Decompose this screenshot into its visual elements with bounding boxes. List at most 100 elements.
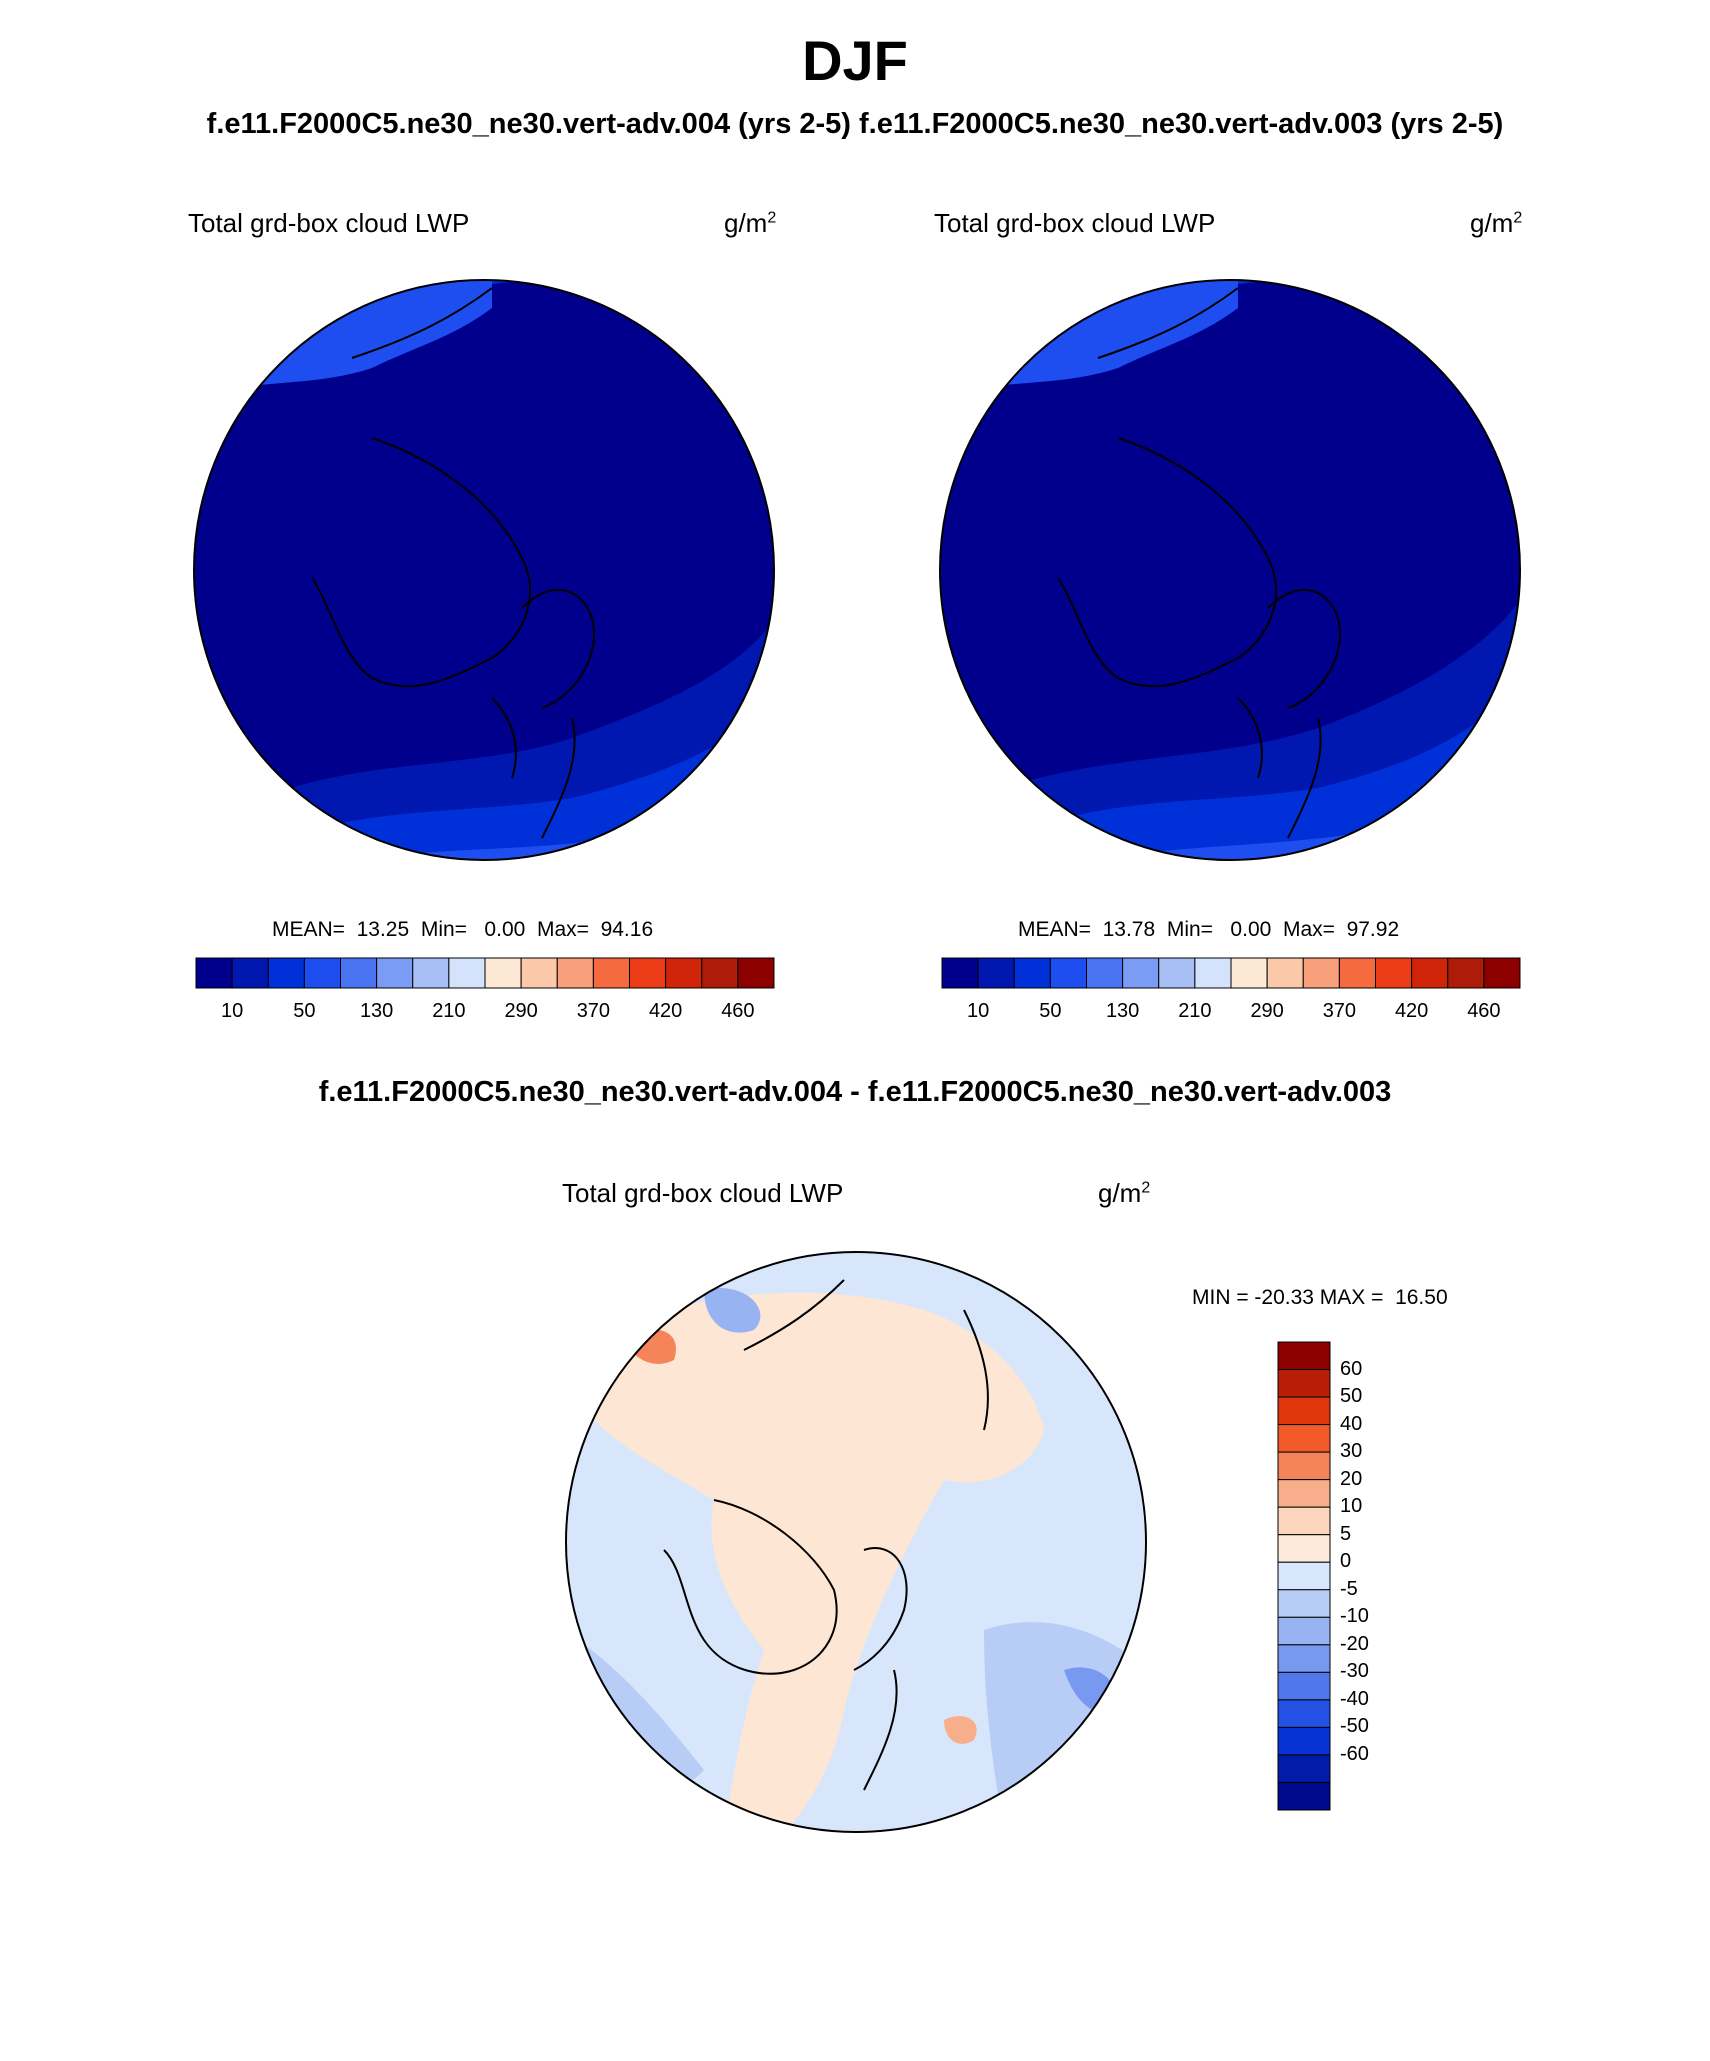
diff-colorbar-tick-label: -50 [1340, 1715, 1369, 1738]
colorbar-tick-label: 10 [967, 1000, 990, 1022]
colorbar-box [737, 957, 775, 989]
diff-negative-patch-north [704, 1288, 761, 1333]
diff-colorbar-tick-label: 20 [1340, 1467, 1363, 1490]
diff-colorbar [1277, 1341, 1331, 1811]
diff-unit-exponent: 2 [1141, 1179, 1151, 1197]
diff-colorbar-box [1277, 1781, 1331, 1811]
panel1-colorbar-ticks: 10 50 130 210 290 370 420 460 [196, 1000, 774, 1026]
diff-colorbar-box [1277, 1341, 1331, 1371]
colorbar-box [1122, 957, 1160, 989]
diff-colorbar-tick-label: 5 [1340, 1522, 1352, 1545]
colorbar-tick-label: 420 [1394, 1000, 1429, 1022]
panel2-colorbar [941, 957, 1521, 989]
panel1-unit-base: g/m [724, 208, 768, 238]
colorbar-box [448, 957, 486, 989]
colorbar-box [1266, 957, 1304, 989]
diff-colorbar-tick-label: -30 [1340, 1660, 1369, 1683]
panel2-map-border [939, 279, 1521, 861]
diff-colorbar-tick-label: 0 [1340, 1550, 1352, 1573]
diff-colorbar-box [1277, 1479, 1331, 1508]
colorbar-box [1158, 957, 1196, 989]
colorbar-box [1302, 957, 1340, 989]
colorbar-box [376, 957, 414, 989]
colorbar-box [340, 957, 378, 989]
panel1-polar-map [193, 279, 775, 861]
panel1-map-border [193, 279, 775, 861]
colorbar-tick-label: 370 [576, 1000, 611, 1022]
panel2-unit-base: g/m [1470, 208, 1514, 238]
diff-colorbar-tick-label: 40 [1340, 1412, 1363, 1435]
panel1-unit-label: g/m2 [724, 208, 776, 239]
diff-colorbar-box [1277, 1534, 1331, 1563]
colorbar-box [701, 957, 739, 989]
page-title: DJF [802, 29, 908, 92]
colorbar-box [1230, 957, 1268, 989]
colorbar-tick-label: 50 [1039, 1000, 1062, 1022]
colorbar-tick-label: 10 [221, 1000, 244, 1022]
panel1-stats: MEAN= 13.25 Min= 0.00 Max= 94.16 [272, 918, 654, 941]
diff-colorbar-box [1277, 1726, 1331, 1756]
colorbar-tick-label: 210 [1178, 1000, 1212, 1022]
diff-positive-patch-south [944, 1716, 977, 1744]
difference-polar-map [565, 1251, 1147, 1833]
colorbar-box [629, 957, 667, 989]
panel1-coastlines [311, 287, 595, 839]
comparison-header: f.e11.F2000C5.ne30_ne30.vert-adv.004 (yr… [206, 108, 1504, 140]
diff-colorbar-box [1277, 1561, 1331, 1591]
colorbar-tick-label: 130 [1105, 1000, 1140, 1022]
diff-colorbar-box [1277, 1396, 1331, 1426]
colorbar-box [1049, 957, 1087, 989]
panel1-colorbar [195, 957, 775, 989]
colorbar-tick-label: 420 [648, 1000, 683, 1022]
colorbar-tick-label: 460 [721, 1000, 755, 1022]
panel2-unit-exponent: 2 [1513, 209, 1523, 227]
colorbar-tick-label: 290 [504, 1000, 538, 1022]
colorbar-tick-label: 290 [1250, 1000, 1284, 1022]
panel2-colorbar-ticks: 10 50 130 210 290 370 420 460 [942, 1000, 1520, 1026]
colorbar-box [1194, 957, 1232, 989]
colorbar-box [1013, 957, 1051, 989]
diff-coastlines [663, 1279, 989, 1791]
panel2-unit-label: g/m2 [1470, 208, 1522, 239]
diff-colorbar-box [1277, 1424, 1331, 1453]
diff-colorbar-box [1277, 1451, 1331, 1481]
colorbar-tick-label: 210 [432, 1000, 466, 1022]
diff-colorbar-box [1277, 1699, 1331, 1728]
diff-colorbar-tick-label: -60 [1340, 1742, 1369, 1765]
panel2-variable-label: Total grd-box cloud LWP [934, 208, 1216, 238]
panel2-coastlines [1057, 287, 1341, 839]
colorbar-box [231, 957, 269, 989]
colorbar-box [941, 957, 979, 989]
diff-unit-label: g/m2 [1098, 1178, 1150, 1209]
colorbar-tick-label: 130 [359, 1000, 394, 1022]
colorbar-tick-label: 460 [1467, 1000, 1501, 1022]
diff-colorbar-tick-label: -40 [1340, 1687, 1369, 1710]
diff-colorbar-box [1277, 1671, 1331, 1701]
colorbar-box [303, 957, 341, 989]
colorbar-box [592, 957, 630, 989]
colorbar-box [195, 957, 233, 989]
diff-map-border [565, 1251, 1147, 1833]
diff-colorbar-tick-label: -20 [1340, 1632, 1369, 1655]
colorbar-box [1411, 957, 1449, 989]
colorbar-box [1483, 957, 1521, 989]
diff-minmax: MIN = -20.33 MAX = 16.50 [1192, 1286, 1448, 1309]
diff-unit-base: g/m [1098, 1178, 1142, 1208]
diff-colorbar-box [1277, 1506, 1331, 1536]
diff-colorbar-box [1277, 1369, 1331, 1398]
diff-colorbar-box [1277, 1589, 1331, 1618]
panel2-polar-map [939, 279, 1521, 861]
colorbar-box [1338, 957, 1376, 989]
diff-colorbar-tick-label: 50 [1340, 1385, 1363, 1408]
diff-colorbar-ticks: 60 50 40 30 20 10 5 0 -5 -10 -20 -30 -40 -50 -60 [1340, 1342, 1410, 1810]
panel2-stats: MEAN= 13.78 Min= 0.00 Max= 97.92 [1018, 918, 1400, 941]
colorbar-box [484, 957, 522, 989]
diff-colorbar-box [1277, 1644, 1331, 1673]
colorbar-box [1086, 957, 1124, 989]
panel1-variable-label: Total grd-box cloud LWP [188, 208, 470, 238]
colorbar-box [1375, 957, 1413, 989]
colorbar-box [412, 957, 450, 989]
colorbar-box [665, 957, 703, 989]
diff-colorbar-tick-label: 10 [1340, 1495, 1363, 1518]
diff-colorbar-box [1277, 1754, 1331, 1783]
